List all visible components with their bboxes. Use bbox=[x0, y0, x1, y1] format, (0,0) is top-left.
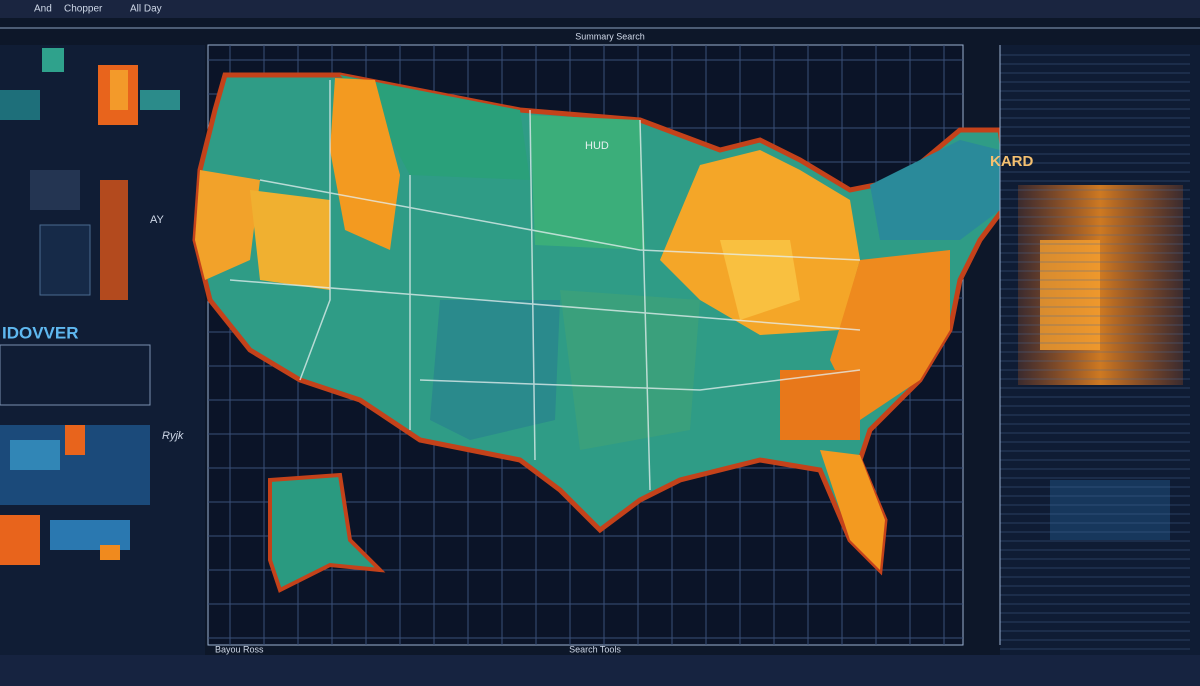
us-map bbox=[192, 72, 1013, 593]
footer-text: Bayou Ross bbox=[215, 644, 264, 654]
panel-heading: IDOVVER bbox=[2, 323, 79, 342]
map-label: HUD bbox=[585, 140, 609, 152]
right-panel bbox=[999, 45, 1200, 655]
menu-item[interactable]: And bbox=[34, 4, 52, 15]
top-bar bbox=[0, 0, 1200, 18]
menu-item[interactable]: Chopper bbox=[64, 4, 103, 15]
menu-item[interactable]: All Day bbox=[130, 4, 162, 15]
footer-text: Search Tools bbox=[569, 644, 621, 654]
footer-bar bbox=[0, 655, 1200, 686]
caption: Ryjk bbox=[162, 430, 184, 442]
left-panel bbox=[0, 45, 205, 655]
map-label: KARD bbox=[990, 153, 1033, 170]
side-label: AY bbox=[150, 214, 165, 226]
panel-title: Summary Search bbox=[575, 31, 645, 41]
